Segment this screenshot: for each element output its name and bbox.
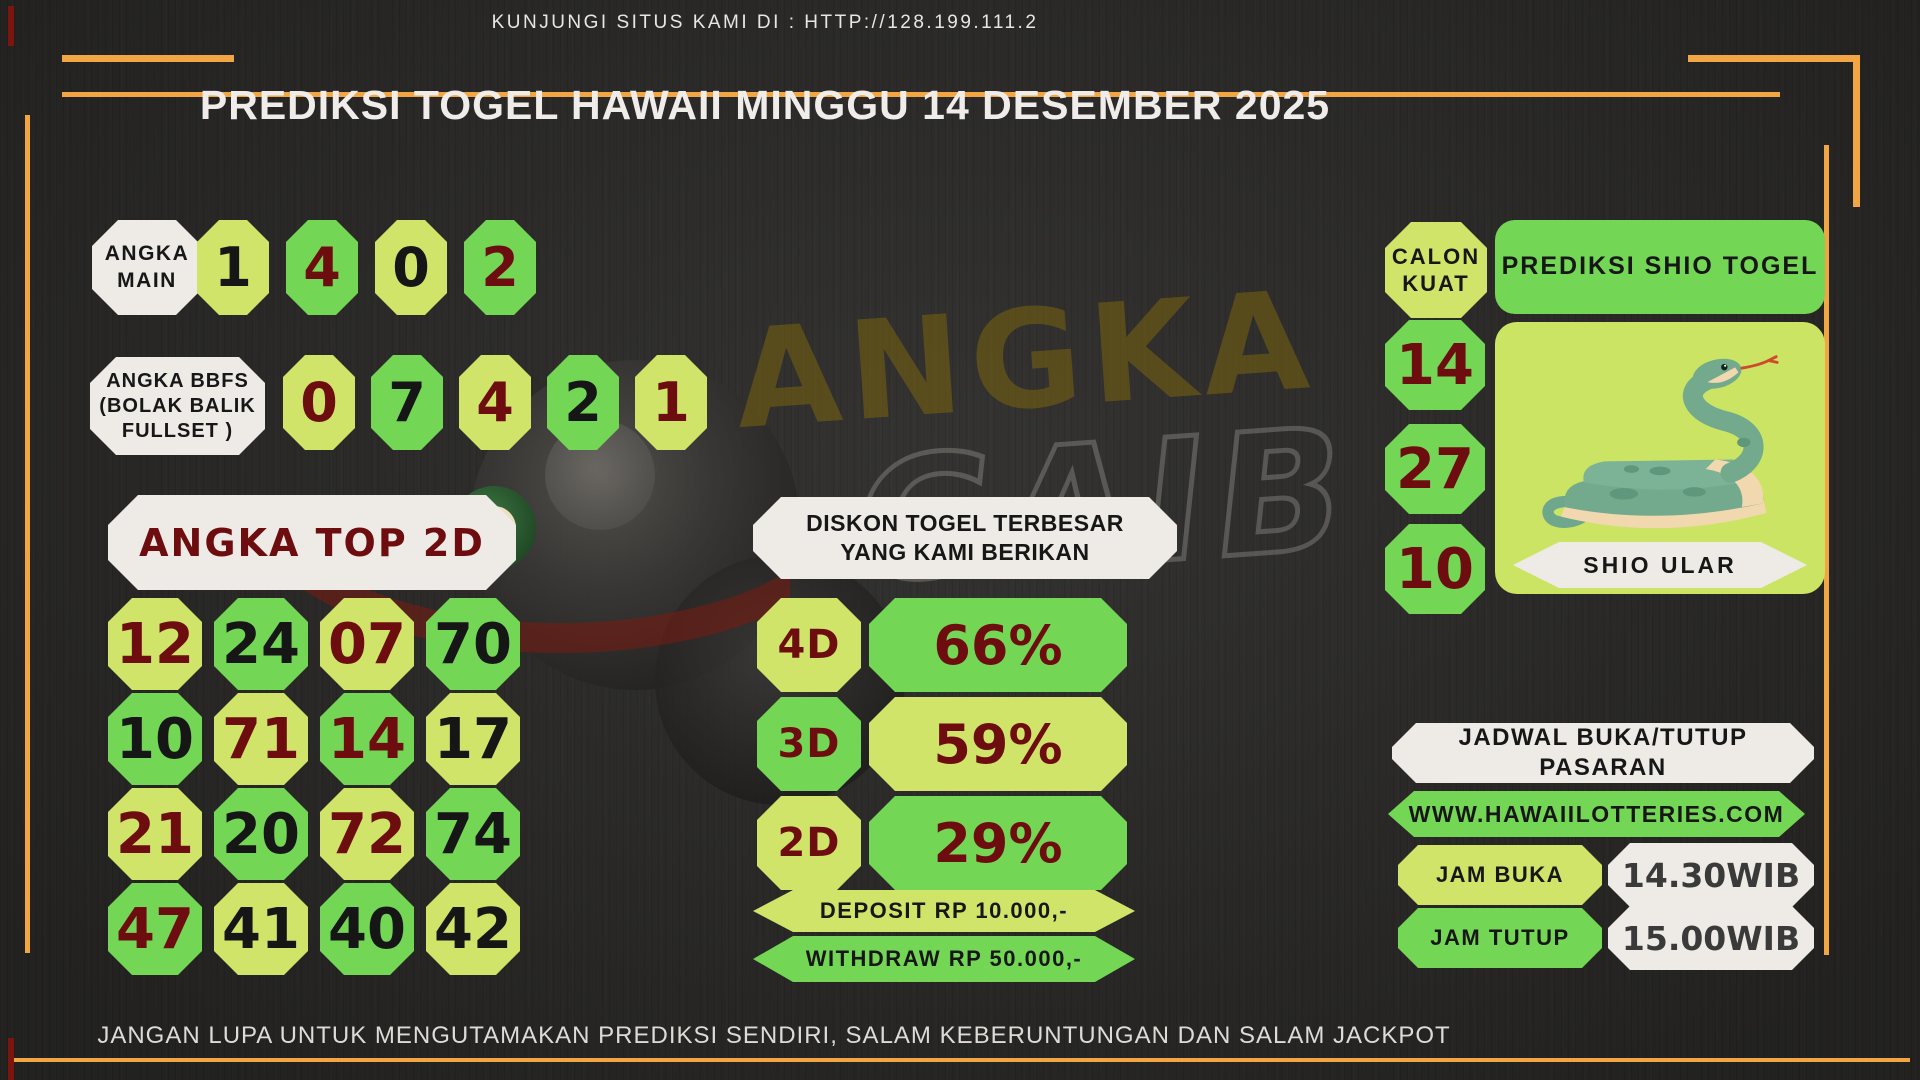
website-banner[interactable]: WWW.HAWAIILOTTERIES.COM xyxy=(1388,791,1805,837)
jadwal-title: JADWAL BUKA/TUTUP PASARAN xyxy=(1392,723,1814,783)
angka-main-digit: 1 xyxy=(197,220,269,315)
jam-tutup-time: 15.00WIB xyxy=(1608,906,1814,970)
angka-top-2d-label: ANGKA TOP 2D xyxy=(108,495,516,590)
bottom-left-red-mark xyxy=(8,1038,14,1080)
top2d-cell: 24 xyxy=(214,598,308,690)
diskon-3d-value: 59% xyxy=(869,697,1127,791)
top2d-cell: 42 xyxy=(426,883,520,975)
diskon-2d-value: 29% xyxy=(869,796,1127,890)
calon-kuat-number: 10 xyxy=(1385,524,1485,614)
diskon-2d-label: 2D xyxy=(757,796,861,890)
top2d-cell: 07 xyxy=(320,598,414,690)
top2d-cell: 21 xyxy=(108,788,202,880)
top-right-bracket-horizontal xyxy=(1688,55,1860,62)
top2d-cell: 40 xyxy=(320,883,414,975)
top2d-cell: 74 xyxy=(426,788,520,880)
angka-bbfs-digit: 1 xyxy=(635,355,707,450)
jam-buka-label: JAM BUKA xyxy=(1398,845,1602,905)
top-right-bracket-vertical xyxy=(1853,55,1860,207)
calon-kuat-number: 27 xyxy=(1385,424,1485,514)
jam-buka-time: 14.30WIB xyxy=(1608,843,1814,907)
calon-kuat-label: CALON KUAT xyxy=(1385,222,1487,318)
angka-main-digit: 4 xyxy=(286,220,358,315)
top2d-cell: 71 xyxy=(214,693,308,785)
calon-kuat-number: 14 xyxy=(1385,320,1485,410)
visit-url-text[interactable]: KUNJUNGI SITUS KAMI DI : HTTP://128.199.… xyxy=(491,12,1039,33)
left-rail-line xyxy=(25,115,30,953)
top2d-cell: 72 xyxy=(320,788,414,880)
shio-card: SHIO ULAR xyxy=(1495,322,1825,594)
top2d-cell: 10 xyxy=(108,693,202,785)
title-underline xyxy=(62,92,1780,97)
top2d-cell: 41 xyxy=(214,883,308,975)
withdraw-banner: WITHDRAW RP 50.000,- xyxy=(753,936,1135,982)
top2d-cell: 70 xyxy=(426,598,520,690)
diskon-4d-value: 66% xyxy=(869,598,1127,692)
top2d-cell: 47 xyxy=(108,883,202,975)
right-rail-line xyxy=(1824,145,1829,955)
deposit-banner: DEPOSIT RP 10.000,- xyxy=(753,890,1135,932)
shio-title: PREDIKSI SHIO TOGEL xyxy=(1495,220,1825,314)
angka-bbfs-digit: 2 xyxy=(547,355,619,450)
bottom-line xyxy=(10,1058,1910,1062)
top2d-cell: 20 xyxy=(214,788,308,880)
angka-bbfs-digit: 4 xyxy=(459,355,531,450)
jam-tutup-label: JAM TUTUP xyxy=(1398,908,1602,968)
shio-name-banner: SHIO ULAR xyxy=(1513,542,1807,588)
diskon-4d-label: 4D xyxy=(757,598,861,692)
angka-main-label: ANGKA MAIN xyxy=(92,220,202,315)
top-left-red-mark xyxy=(8,6,14,46)
top2d-cell: 17 xyxy=(426,693,520,785)
angka-main-digit: 0 xyxy=(375,220,447,315)
diskon-3d-label: 3D xyxy=(757,697,861,791)
angka-bbfs-digit: 7 xyxy=(371,355,443,450)
top-left-bracket xyxy=(62,55,234,62)
page-title: PREDIKSI TOGEL HAWAII MINGGU 14 DESEMBER… xyxy=(199,82,1331,128)
top2d-cell: 14 xyxy=(320,693,414,785)
angka-main-digit: 2 xyxy=(464,220,536,315)
angka-bbfs-digit: 0 xyxy=(283,355,355,450)
angka-bbfs-label: ANGKA BBFS (BOLAK BALIK FULLSET ) xyxy=(90,357,265,455)
diskon-title: DISKON TOGEL TERBESAR YANG KAMI BERIKAN xyxy=(753,497,1177,579)
footer-text: JANGAN LUPA UNTUK MENGUTAMAKAN PREDIKSI … xyxy=(97,1022,1451,1049)
top2d-cell: 12 xyxy=(108,598,202,690)
snake-illustration xyxy=(1542,355,1779,529)
